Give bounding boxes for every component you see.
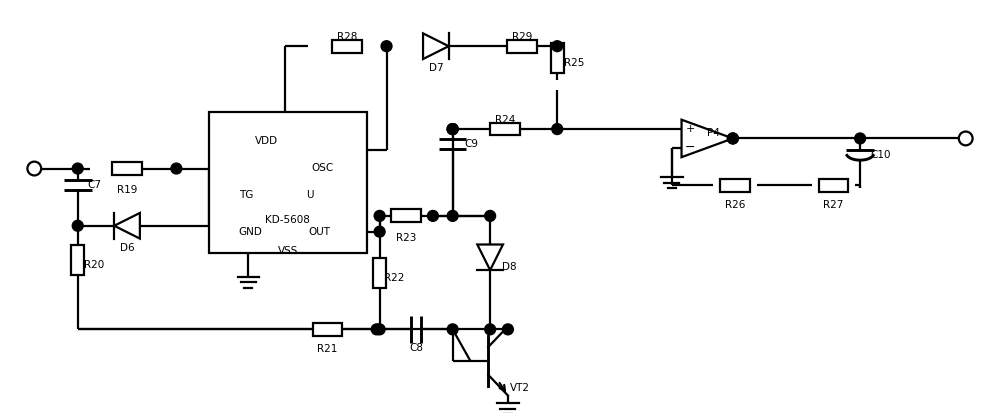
Circle shape	[552, 41, 563, 52]
Circle shape	[381, 41, 392, 52]
Text: VT2: VT2	[510, 383, 530, 393]
Circle shape	[27, 162, 41, 176]
Circle shape	[727, 133, 738, 144]
Text: P4: P4	[707, 128, 720, 138]
Text: −: −	[685, 141, 696, 154]
Circle shape	[427, 210, 438, 221]
Circle shape	[485, 210, 496, 221]
Circle shape	[552, 124, 563, 134]
Bar	[71, 245, 84, 275]
Circle shape	[959, 131, 973, 145]
Circle shape	[374, 324, 385, 335]
Circle shape	[371, 324, 382, 335]
Text: R26: R26	[725, 200, 745, 210]
Circle shape	[171, 163, 182, 174]
Bar	[332, 40, 362, 52]
Text: VSS: VSS	[278, 246, 298, 256]
Text: KD-5608: KD-5608	[265, 215, 310, 225]
Text: VDD: VDD	[255, 136, 278, 146]
Text: OSC: OSC	[311, 163, 334, 173]
Text: OUT: OUT	[308, 227, 330, 237]
Text: D7: D7	[429, 63, 443, 73]
Circle shape	[447, 124, 458, 134]
Circle shape	[727, 133, 738, 144]
Text: R23: R23	[396, 233, 416, 243]
Text: R25: R25	[564, 58, 584, 68]
Bar	[720, 179, 750, 192]
Circle shape	[502, 324, 513, 335]
Text: C8: C8	[409, 343, 423, 353]
Text: R27: R27	[823, 200, 844, 210]
Circle shape	[374, 210, 385, 221]
Text: C7: C7	[88, 180, 102, 190]
Circle shape	[72, 163, 83, 174]
Text: R29: R29	[512, 32, 532, 42]
Bar	[819, 179, 848, 192]
Text: +: +	[686, 124, 695, 134]
Text: R22: R22	[384, 273, 405, 283]
Bar	[391, 210, 421, 222]
Text: C10: C10	[870, 150, 890, 160]
Text: U: U	[306, 190, 313, 200]
Bar	[551, 43, 564, 73]
Bar	[112, 162, 142, 175]
Bar	[313, 323, 342, 336]
Circle shape	[447, 124, 458, 134]
Bar	[373, 258, 386, 288]
Text: R24: R24	[495, 115, 515, 125]
Circle shape	[447, 210, 458, 221]
Bar	[507, 40, 537, 52]
Text: TG: TG	[239, 190, 254, 200]
Circle shape	[374, 226, 385, 237]
Text: C9: C9	[464, 139, 478, 149]
Circle shape	[485, 324, 496, 335]
Circle shape	[447, 324, 458, 335]
Circle shape	[855, 133, 866, 144]
Text: GND: GND	[238, 227, 262, 237]
Bar	[490, 123, 520, 136]
Bar	[209, 112, 367, 253]
Text: R20: R20	[84, 260, 105, 270]
Text: R28: R28	[337, 32, 357, 42]
Text: R21: R21	[317, 344, 338, 354]
Circle shape	[447, 124, 458, 134]
Text: R19: R19	[117, 185, 137, 195]
Text: D8: D8	[502, 262, 517, 272]
Text: D6: D6	[120, 243, 134, 253]
Circle shape	[72, 220, 83, 231]
